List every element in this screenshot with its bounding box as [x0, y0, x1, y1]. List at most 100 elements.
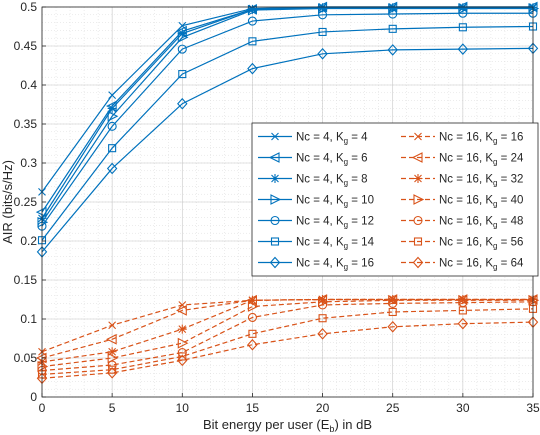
legend-label: Nc = 4, Kg = 8 [296, 174, 368, 188]
legend-marker [270, 174, 280, 183]
legend-label: Nc = 4, Kg = 4 [296, 132, 368, 146]
data-point [107, 360, 117, 370]
legend-marker [270, 237, 280, 246]
y-tick-label: 0.35 [14, 117, 38, 131]
data-point [458, 3, 470, 14]
data-point [247, 16, 257, 26]
series-line [41, 321, 534, 379]
data-point [108, 91, 117, 100]
data-point [247, 4, 259, 16]
axis-ticks: 0 5 10 15 20 25 30 35 0 0.05 0.1 0.15 0.2 0.25 0.3 0.35… [14, 0, 540, 415]
data-point [247, 62, 258, 75]
x-tick-label: 10 [176, 401, 190, 415]
series-nc16-kg56 [37, 304, 538, 379]
legend-entry: Nc = 16, Kg = 32 [401, 174, 523, 188]
legend-entry: Nc = 16, Kg = 48 [401, 216, 523, 230]
legend-label: Nc = 16, Kg = 56 [439, 237, 523, 251]
data-point [457, 43, 469, 55]
legend-label: Nc = 16, Kg = 64 [439, 258, 524, 272]
data-point [176, 305, 187, 316]
legend-entry: Nc = 4, Kg = 10 [258, 194, 374, 209]
data-point [105, 333, 117, 345]
data-point [318, 10, 328, 20]
data-point [247, 295, 257, 305]
legend-label: Nc = 16, Kg = 32 [439, 174, 523, 188]
data-point [388, 9, 398, 19]
y-tick-label: 0.3 [20, 156, 37, 170]
data-point [458, 23, 467, 32]
legend-marker [413, 215, 423, 226]
legend-marker [270, 194, 282, 205]
y-tick-label: 0.05 [14, 351, 38, 365]
legend-box [251, 122, 539, 277]
series-line [41, 7, 533, 223]
data-point [177, 337, 189, 349]
series-line [41, 299, 533, 368]
series-line [41, 47, 534, 253]
data-point [388, 24, 397, 33]
data-point [107, 110, 119, 122]
data-point [318, 300, 328, 310]
legend-entry: Nc = 16, Kg = 16 [401, 132, 523, 146]
series-line [41, 12, 533, 227]
data-point [457, 317, 469, 330]
data-point [318, 3, 328, 13]
x-tick-label: 25 [386, 401, 400, 415]
y-tick-label: 0.4 [20, 78, 37, 92]
data-point [387, 320, 398, 333]
y-axis-label: AIR (bits/s/Hz) [0, 160, 15, 244]
data-point [247, 312, 257, 322]
data-point [107, 347, 117, 357]
y-tick-label: 0.5 [20, 0, 37, 14]
series-line [41, 301, 534, 372]
legend-marker [270, 215, 280, 226]
legend-marker [413, 237, 423, 246]
series-nc16-kg64 [36, 316, 539, 385]
legend-marker [271, 132, 279, 141]
data-point [248, 37, 257, 46]
data-point [458, 8, 468, 18]
data-point [388, 3, 399, 14]
x-tick-label: 5 [109, 401, 116, 415]
legend-label: Nc = 16, Kg = 48 [439, 216, 523, 230]
x-tick-label: 15 [246, 401, 260, 415]
legend-marker [414, 132, 422, 141]
data-point [387, 44, 398, 56]
data-point [388, 307, 397, 317]
legend-label: Nc = 4, Kg = 16 [296, 258, 374, 272]
data-point [318, 27, 327, 37]
series-line [41, 7, 533, 219]
data-point [247, 4, 257, 14]
x-tick-label: 20 [316, 401, 330, 415]
x-tick-label: 35 [526, 401, 540, 415]
x-tick-label: 0 [39, 401, 46, 415]
data-point [177, 324, 187, 334]
legend-entry: Nc = 4, Kg = 8 [258, 174, 368, 188]
legend-label: Nc = 16, Kg = 24 [439, 153, 524, 167]
legend-entry: Nc = 4, Kg = 12 [258, 216, 374, 230]
legend-marker [412, 256, 424, 269]
series-line [41, 298, 533, 363]
data-point [108, 144, 117, 153]
data-point [247, 338, 258, 351]
y-tick-label: 0.15 [14, 273, 38, 287]
series-line [41, 308, 534, 375]
legend-entry: Nc = 4, Kg = 14 [258, 237, 375, 251]
legend-label: Nc = 4, Kg = 6 [296, 153, 368, 167]
legend-entry: Nc = 4, Kg = 4 [258, 132, 368, 146]
legend-marker [268, 152, 280, 163]
data-point [108, 365, 117, 374]
legend-label: Nc = 16, Kg = 40 [439, 195, 523, 209]
x-axis-label: Bit energy per user (Eb) in dB [203, 417, 372, 434]
legend-marker [413, 174, 423, 183]
y-tick-label: 0.25 [14, 195, 38, 209]
legend-marker [413, 194, 425, 205]
legend-entry: Nc = 16, Kg = 24 [401, 152, 524, 167]
data-point [528, 3, 540, 14]
data-point [178, 70, 187, 79]
series-nc4-kg10 [37, 3, 540, 228]
data-point [177, 29, 187, 39]
data-point [318, 314, 327, 323]
data-point [247, 301, 259, 312]
